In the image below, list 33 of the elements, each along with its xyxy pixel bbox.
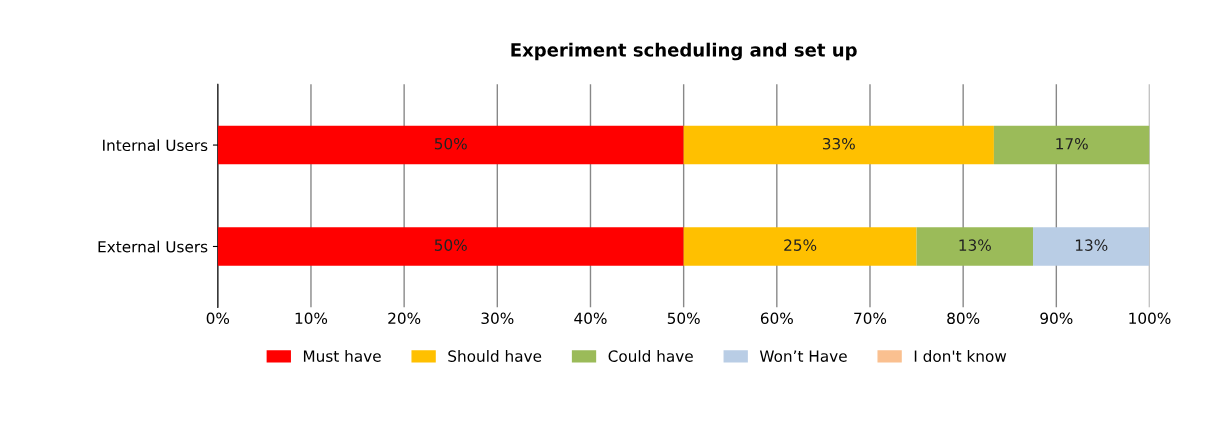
x-tick-label: 40%	[574, 312, 607, 325]
x-tick-label: 80%	[947, 312, 980, 325]
data-label: 13%	[959, 239, 991, 251]
data-label: 33%	[822, 137, 855, 150]
legend-label: Must have	[303, 350, 381, 362]
legend-label: Won’t Have	[759, 350, 847, 362]
bar	[916, 227, 1034, 266]
y-tick-label: Internal Users	[103, 139, 208, 152]
data-label: 50%	[434, 239, 467, 251]
x-tick-label: 30%	[481, 312, 514, 325]
bar	[217, 227, 684, 266]
legend-label: Should have	[448, 350, 542, 362]
bar	[217, 125, 684, 165]
bar	[993, 125, 1150, 165]
data-label: 50%	[434, 137, 467, 150]
y-tick-label: External Users	[98, 240, 208, 253]
x-tick-label: 0%	[206, 312, 230, 325]
x-tick-label: 50%	[667, 312, 700, 325]
data-label: 25%	[784, 239, 817, 251]
data-label: 17%	[1056, 137, 1088, 150]
x-tick-label: 10%	[295, 312, 328, 325]
data-label: 13%	[1075, 239, 1108, 251]
x-tick-label: 90%	[1040, 312, 1073, 325]
x-tick-label: 20%	[388, 312, 421, 325]
x-tick-label: 100%	[1129, 312, 1171, 325]
x-tick-label: 70%	[854, 312, 887, 325]
bar	[1033, 227, 1150, 266]
x-tick-label: 60%	[760, 312, 793, 325]
legend-label: I don't know	[914, 350, 1007, 362]
legend-label: Could have	[608, 350, 693, 362]
chart-title: Experiment scheduling and set up	[511, 42, 857, 61]
bar	[683, 125, 994, 165]
bar	[683, 227, 917, 266]
